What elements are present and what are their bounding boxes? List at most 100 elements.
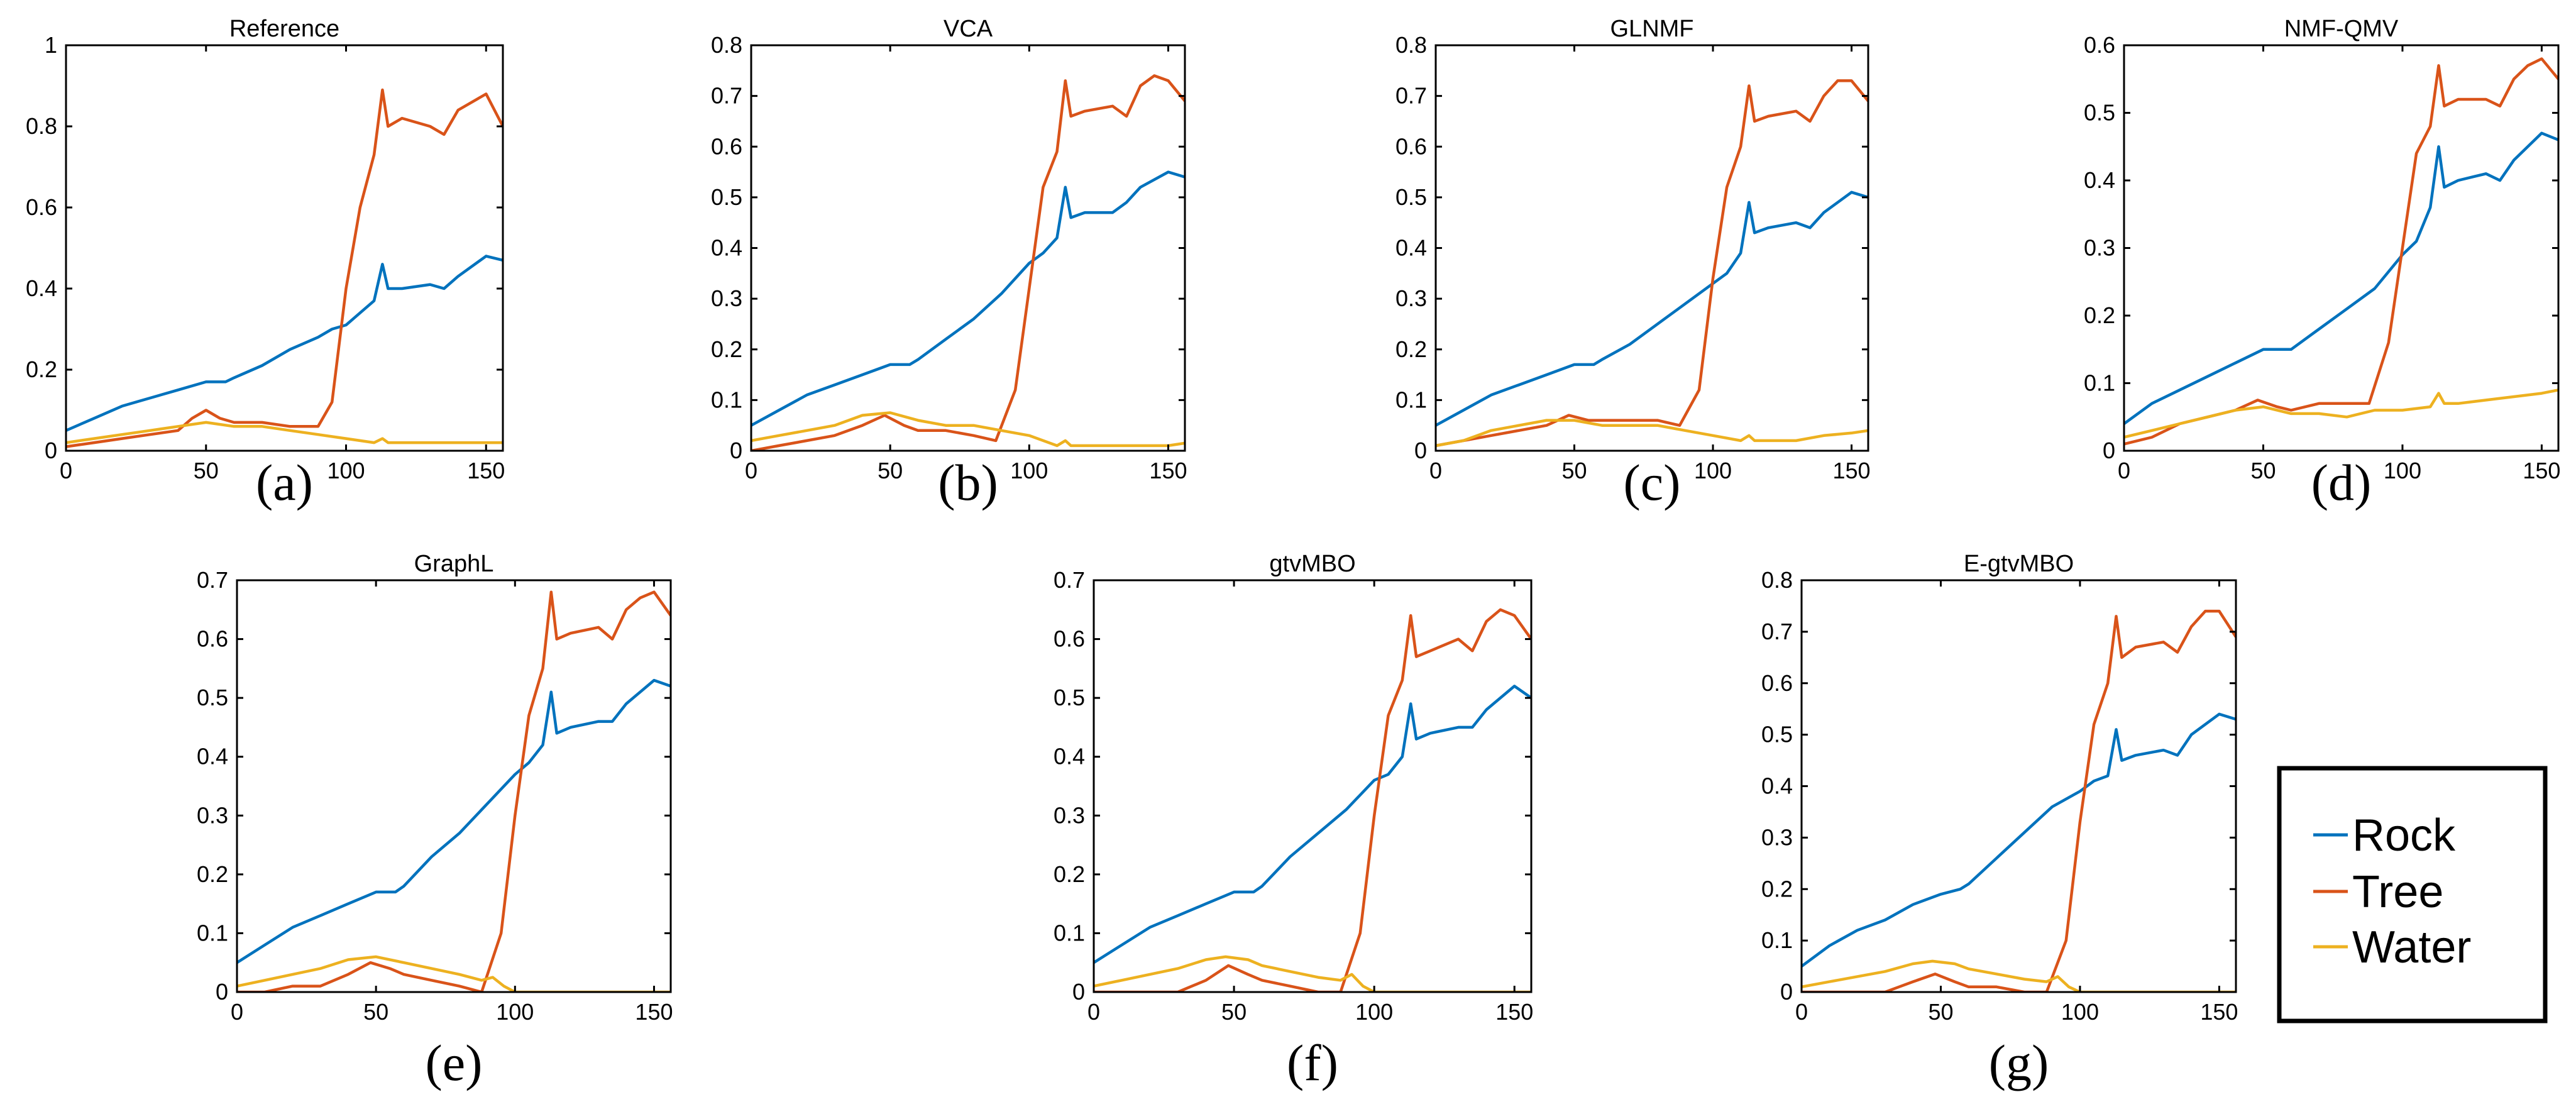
axes-box bbox=[1434, 44, 1869, 452]
x-tick-label: 50 bbox=[363, 999, 388, 1025]
y-tick-label: 0.2 bbox=[1761, 876, 1793, 902]
series-line-rock bbox=[751, 170, 1185, 427]
series-group bbox=[1436, 79, 1868, 448]
y-tick-label: 0.3 bbox=[2084, 235, 2115, 261]
x-tick-label: 100 bbox=[1010, 458, 1048, 483]
panel-label: (b) bbox=[938, 454, 998, 511]
y-tick-label: 0.5 bbox=[1761, 722, 1793, 747]
y-tick-label: 0 bbox=[216, 979, 228, 1005]
x-tick-label: 50 bbox=[194, 458, 219, 483]
x-tick-label: 150 bbox=[2523, 458, 2560, 483]
y-tick-label: 0 bbox=[1072, 979, 1085, 1005]
x-tick-label: 0 bbox=[231, 999, 243, 1025]
y-tick-label: 0.4 bbox=[711, 235, 742, 261]
x-tick-label: 150 bbox=[1495, 999, 1533, 1025]
y-tick-label: 0.1 bbox=[1395, 387, 1427, 412]
chart-title: GraphL bbox=[414, 551, 494, 577]
y-tick-label: 0.4 bbox=[26, 275, 57, 301]
x-tick-label: 50 bbox=[1561, 458, 1587, 483]
y-tick-label: 0.1 bbox=[2084, 370, 2115, 396]
y-tick-label: 0 bbox=[1780, 979, 1793, 1005]
series-line-water bbox=[237, 955, 671, 992]
x-tick-label: 50 bbox=[878, 458, 903, 483]
series-group bbox=[66, 88, 503, 448]
series-line-rock bbox=[1802, 712, 2236, 968]
y-tick-label: 0.3 bbox=[1761, 824, 1793, 850]
y-tick-label: 0.1 bbox=[197, 920, 228, 946]
y-tick-label: 0.6 bbox=[1395, 133, 1427, 159]
axes-box bbox=[2123, 44, 2560, 452]
chart-panel: 0 50 100 150 0 0.1 0.2 0.3 0.4 0.5 0.6 NMF-QMV (d) bbox=[2084, 16, 2561, 511]
legend-box bbox=[2277, 766, 2548, 1023]
y-tick-label: 0.8 bbox=[1761, 567, 1793, 593]
x-tick-label: 100 bbox=[2384, 458, 2421, 483]
chart-title: VCA bbox=[944, 16, 993, 42]
series-line-rock bbox=[237, 678, 671, 964]
legend: Rock Tree Water bbox=[2277, 766, 2548, 1023]
series-line-water bbox=[2124, 389, 2558, 439]
chart-panel: 0 50 100 150 0 0.2 0.4 0.6 0.8 1 Reference (a) bbox=[26, 16, 505, 511]
x-tick-label: 100 bbox=[496, 999, 534, 1025]
series-group bbox=[2124, 57, 2558, 446]
series-line-rock bbox=[66, 255, 503, 432]
x-tick-label: 0 bbox=[1087, 999, 1100, 1025]
x-tick-label: 50 bbox=[2250, 458, 2276, 483]
y-tick-label: 0.2 bbox=[1395, 336, 1427, 362]
y-tick-label: 0.2 bbox=[197, 861, 228, 887]
x-tick-label: 0 bbox=[60, 458, 72, 483]
x-tick-label: 150 bbox=[467, 458, 505, 483]
x-tick-label: 100 bbox=[1355, 999, 1393, 1025]
y-tick-label: 0.4 bbox=[197, 744, 228, 769]
series-group bbox=[237, 590, 671, 992]
y-tick-label: 0 bbox=[730, 438, 742, 463]
chart-panel: 0 50 100 150 0 0.1 0.2 0.3 0.4 0.5 0.6 0.7 0.8 GLNMF (… bbox=[1395, 16, 1871, 511]
panel-label: (e) bbox=[425, 1034, 482, 1091]
series-group bbox=[1094, 608, 1531, 992]
y-tick-label: 0 bbox=[1414, 438, 1427, 463]
y-tick-label: 0.6 bbox=[711, 133, 742, 159]
series-line-rock bbox=[1436, 190, 1868, 427]
y-tick-label: 0.5 bbox=[711, 184, 742, 210]
panel-label: (f) bbox=[1287, 1034, 1338, 1091]
y-tick-label: 0.6 bbox=[1761, 670, 1793, 696]
panel-label: (a) bbox=[256, 454, 313, 511]
panel-label: (d) bbox=[2311, 454, 2372, 511]
series-line-water bbox=[1802, 959, 2236, 992]
y-tick-label: 0.6 bbox=[26, 194, 57, 220]
series-line-rock bbox=[1094, 685, 1531, 964]
y-tick-label: 0.7 bbox=[1761, 619, 1793, 644]
y-tick-label: 0.3 bbox=[711, 285, 742, 311]
y-tick-label: 0.8 bbox=[1395, 32, 1427, 58]
series-line-tree bbox=[1436, 79, 1868, 448]
y-tick-label: 0.6 bbox=[1054, 626, 1085, 652]
series-line-tree bbox=[1802, 609, 2236, 992]
y-tick-label: 0.4 bbox=[1395, 235, 1427, 261]
y-tick-label: 0.1 bbox=[711, 387, 742, 412]
y-tick-label: 0.1 bbox=[1054, 920, 1085, 946]
y-tick-label: 0.3 bbox=[1054, 802, 1085, 828]
axes-box bbox=[65, 44, 504, 452]
y-tick-label: 0.7 bbox=[197, 567, 228, 593]
chart-title: E-gtvMBO bbox=[1964, 551, 2074, 577]
x-tick-label: 50 bbox=[1928, 999, 1953, 1025]
chart-title: NMF-QMV bbox=[2284, 16, 2399, 42]
y-tick-label: 0.6 bbox=[2084, 32, 2115, 58]
y-tick-label: 0.8 bbox=[711, 32, 742, 58]
series-line-water bbox=[751, 411, 1185, 448]
y-tick-label: 0.2 bbox=[2084, 302, 2115, 328]
x-tick-label: 100 bbox=[1694, 458, 1732, 483]
x-tick-label: 50 bbox=[1221, 999, 1247, 1025]
series-line-water bbox=[1436, 419, 1868, 448]
y-tick-label: 0.2 bbox=[26, 356, 57, 382]
series-line-tree bbox=[1094, 608, 1531, 992]
axes-box bbox=[1800, 579, 2237, 993]
axes-box bbox=[750, 44, 1186, 452]
y-tick-label: 0.2 bbox=[1054, 861, 1085, 887]
series-line-tree bbox=[237, 590, 671, 992]
y-tick-label: 0.8 bbox=[26, 113, 57, 139]
chart-title: gtvMBO bbox=[1269, 551, 1355, 577]
y-tick-label: 0.2 bbox=[711, 336, 742, 362]
y-tick-label: 0.4 bbox=[2084, 167, 2115, 193]
x-tick-label: 100 bbox=[2061, 999, 2099, 1025]
